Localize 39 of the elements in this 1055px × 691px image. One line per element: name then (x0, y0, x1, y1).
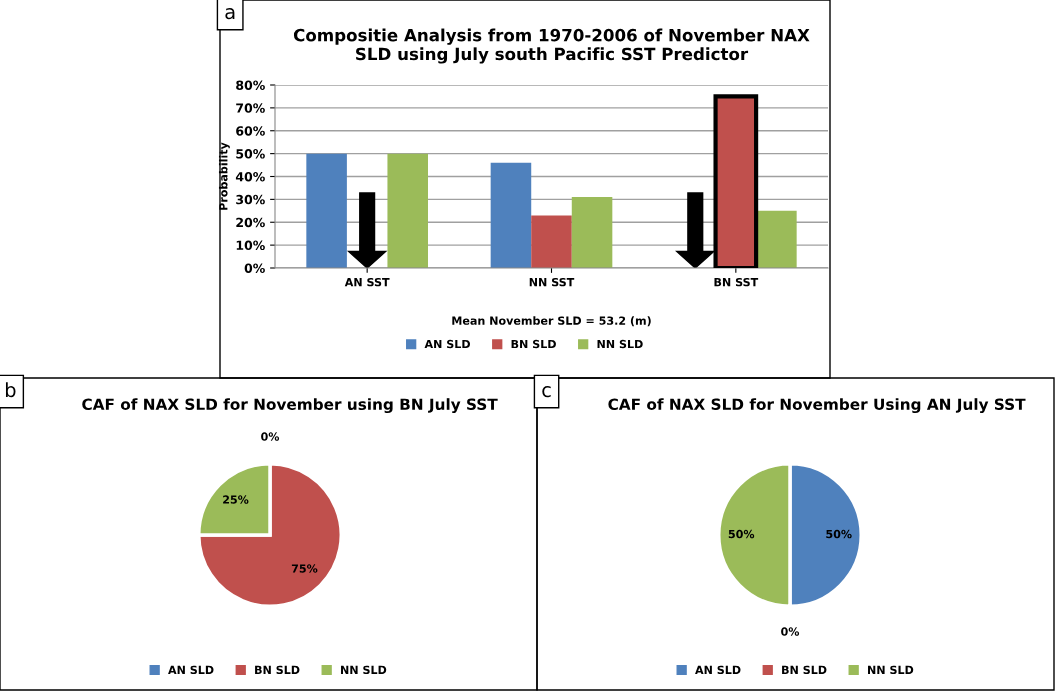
y-tick-label: 0% (244, 263, 265, 273)
y-tick-label: 60% (236, 126, 265, 136)
chart-title: CAF of NAX SLD for November using BN July SST (82, 398, 498, 414)
y-tick-label: 40% (235, 171, 265, 182)
legend-label: NN SLD (597, 339, 643, 349)
bar (571, 197, 613, 268)
y-tick-label: 10% (236, 240, 265, 251)
data-label: 75% (291, 564, 318, 573)
data-label: 50% (728, 529, 755, 539)
x-tick-label: BN SST (714, 277, 759, 287)
pie-slice (197, 462, 343, 608)
legend-label: AN SLD (424, 339, 470, 349)
legend-label: AN SLD (695, 665, 741, 675)
legend-label: NN SLD (868, 665, 914, 675)
bar (490, 162, 532, 268)
x-tick-label: AN SST (344, 277, 390, 287)
chart-title: Compositie Analysis from 1970-2006 of November NAX SLD using July south Pacific SST Predictor (293, 28, 810, 64)
y-tick-label: 20% (236, 217, 265, 228)
y-tick-label: 70% (236, 103, 265, 113)
legend-label: BN SLD (255, 665, 300, 675)
y-tick-label: 30% (236, 194, 265, 205)
legend-label: BN SLD (511, 339, 556, 349)
y-tick-label: 50% (236, 149, 265, 159)
text: 0% (261, 432, 280, 441)
legend-label: NN SLD (341, 665, 387, 675)
text: 0% (781, 627, 800, 636)
data-label: 25% (223, 495, 249, 504)
legend-label: BN SLD (782, 665, 827, 675)
bar (756, 210, 797, 268)
y-axis-title: Probability (218, 142, 230, 210)
y-tick-label: 80% (236, 80, 265, 90)
chart-title: CAF of NAX SLD for November Using AN July SST (608, 398, 1026, 414)
x-tick-label: NN SST (529, 277, 575, 287)
text: a (225, 8, 235, 20)
text: c (542, 386, 551, 398)
x-axis-title: Mean November SLD = 53.2 (m) (452, 316, 651, 327)
text: b (5, 382, 16, 398)
legend-label: AN SLD (168, 665, 214, 675)
data-label: 50% (826, 529, 852, 539)
